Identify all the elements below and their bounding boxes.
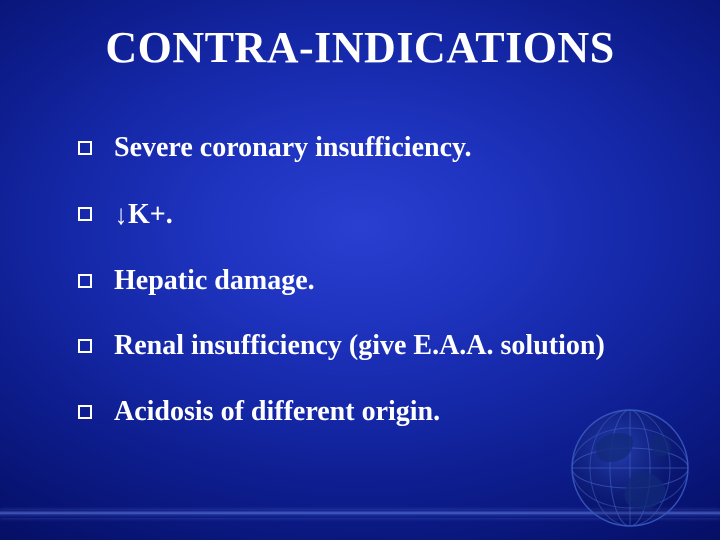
- square-bullet-icon: [78, 339, 92, 353]
- slide-title: CONTRA-INDICATIONS: [0, 22, 720, 73]
- list-item: Renal insufficiency (give E.A.A. solutio…: [78, 328, 680, 364]
- slide: CONTRA-INDICATIONS Severe coronary insuf…: [0, 0, 720, 540]
- square-bullet-icon: [78, 405, 92, 419]
- bullet-text: ↓K+.: [114, 196, 173, 233]
- list-item: Hepatic damage.: [78, 263, 680, 299]
- square-bullet-icon: [78, 207, 92, 221]
- bullet-text-inner: K+.: [128, 199, 173, 230]
- down-arrow-icon: ↓: [115, 197, 128, 233]
- bullet-text: Acidosis of different origin.: [114, 394, 440, 430]
- list-item: Severe coronary insufficiency.: [78, 130, 680, 166]
- square-bullet-icon: [78, 141, 92, 155]
- square-bullet-icon: [78, 274, 92, 288]
- bullet-text: Hepatic damage.: [114, 263, 315, 299]
- list-item: ↓K+.: [78, 196, 680, 233]
- bullet-text: Severe coronary insufficiency.: [114, 130, 471, 166]
- globe-icon: [566, 404, 694, 532]
- bullet-text: Renal insufficiency (give E.A.A. solutio…: [114, 328, 605, 364]
